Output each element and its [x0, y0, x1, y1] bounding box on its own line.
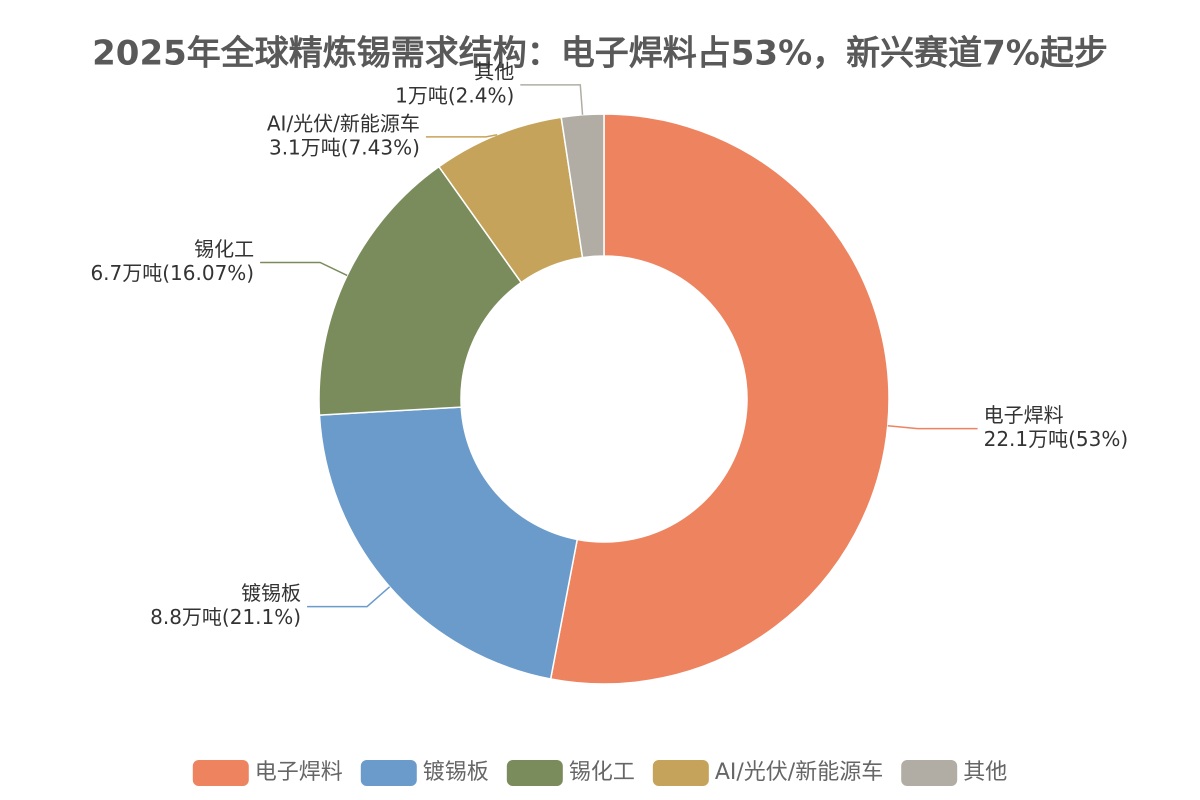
- value-label: 3.1万吨(7.43%): [269, 135, 420, 159]
- label-name: 镀锡板: [241, 581, 301, 605]
- slice: [318, 406, 579, 680]
- leader-line: [520, 84, 584, 115]
- legend-swatch: [506, 760, 563, 786]
- label-name: 电子焊料: [984, 403, 1064, 427]
- legend-swatch: [652, 760, 709, 786]
- slice: [549, 113, 890, 685]
- legend: 电子焊料 镀锡板 锡化工 AI/光伏/新能源车 其他: [192, 760, 1007, 786]
- leader-line: [425, 134, 498, 138]
- value-label: 22.1万吨(53%): [984, 427, 1129, 451]
- legend-swatch: [192, 760, 249, 786]
- leader-line: [887, 425, 978, 430]
- leader-line: [260, 261, 348, 277]
- slice: [560, 113, 605, 259]
- label-name: 其他: [474, 59, 514, 83]
- legend-label: 电子焊料: [255, 760, 343, 785]
- value-label: 1万吨(2.4%): [395, 83, 514, 107]
- legend-swatch: [360, 760, 417, 786]
- legend-label: 镀锡板: [423, 760, 489, 785]
- legend-label: 其他: [963, 760, 1007, 785]
- legend-label: 锡化工: [569, 760, 635, 785]
- label-name: 锡化工: [194, 237, 254, 261]
- legend-label: AI/光伏/新能源车: [715, 760, 883, 785]
- chart-title: 2025年全球精炼锡需求结构：电子焊料占53%，新兴赛道7%起步: [92, 34, 1108, 74]
- value-label: 8.8万吨(21.1%): [150, 605, 301, 629]
- slice: [318, 165, 523, 416]
- value-label: 6.7万吨(16.07%): [90, 261, 254, 285]
- legend-swatch: [901, 760, 958, 786]
- leader-line: [307, 586, 391, 608]
- label-name: AI/光伏/新能源车: [267, 111, 420, 135]
